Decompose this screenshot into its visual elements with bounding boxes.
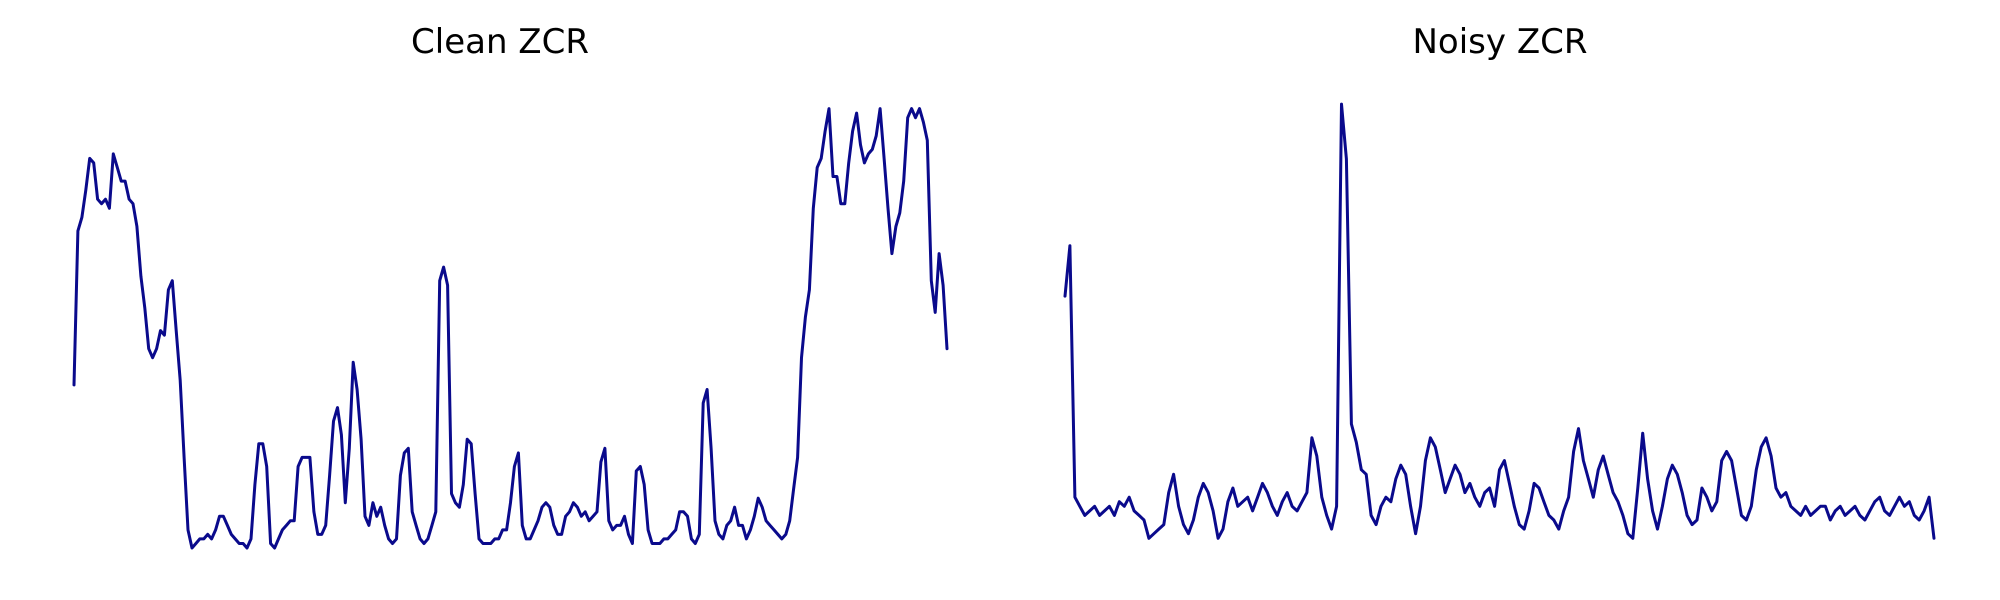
noisy-zcr-plot bbox=[1063, 102, 1936, 540]
clean-zcr-panel: Clean ZCR bbox=[72, 22, 949, 550]
clean-zcr-plot bbox=[72, 107, 949, 550]
noisy-zcr-title: Noisy ZCR bbox=[1412, 22, 1588, 62]
clean-zcr-title: Clean ZCR bbox=[411, 22, 589, 62]
clean-zcr-line bbox=[72, 107, 949, 550]
noisy-zcr-line bbox=[1063, 102, 1936, 540]
noisy-zcr-panel: Noisy ZCR bbox=[1000, 0, 2000, 600]
